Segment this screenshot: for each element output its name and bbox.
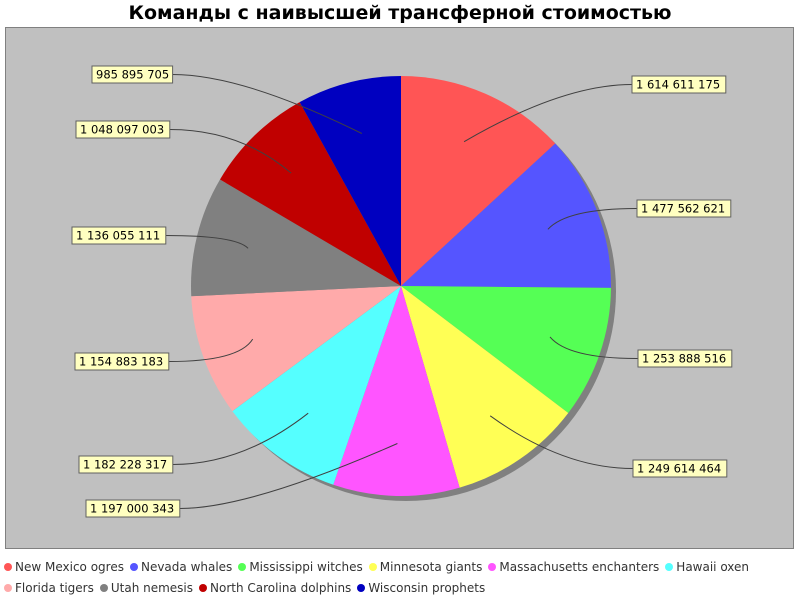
legend-entry: Minnesota giants: [368, 557, 483, 578]
legend-marker: [488, 563, 497, 571]
data-label-box: [632, 459, 728, 478]
label-line: [165, 235, 249, 249]
data-label-box: [75, 120, 171, 139]
legend-entry: Hawaii oxen: [665, 557, 749, 578]
pie-slice-massachusetts-enchanters: [333, 286, 460, 497]
plot-area: 1 614 611 175 1 477 562 621 1 253 888 516 1…: [5, 27, 794, 549]
legend-label: Massachusetts enchanters: [499, 560, 660, 574]
legend-label: Wisconsin prophets: [368, 581, 486, 595]
data-label: 1 477 562 621: [641, 202, 725, 216]
data-label: 1 154 883 183: [79, 355, 163, 369]
label-line: [172, 74, 363, 134]
legend-marker: [238, 563, 247, 571]
label-line: [172, 412, 309, 465]
data-label: 1 048 097 003: [80, 123, 164, 137]
data-label: 985 895 705: [96, 68, 169, 82]
legend-entry: Mississippi witches: [238, 557, 363, 578]
label-lines: [165, 74, 639, 509]
legend-marker: [99, 584, 108, 592]
legend-entry: Massachusetts enchanters: [488, 557, 659, 578]
legend-marker: [665, 563, 674, 571]
label-line: [168, 338, 254, 362]
legend-marker: [368, 563, 377, 571]
data-label-box: [78, 455, 174, 474]
legend-entry: Utah nemesis: [99, 578, 194, 599]
data-label-box: [636, 199, 732, 218]
label-line: [489, 415, 634, 469]
legend-label: Minnesota giants: [379, 560, 483, 574]
legend-marker: [357, 584, 366, 592]
data-label: 1 253 888 516: [642, 352, 726, 366]
legend-marker: [4, 563, 12, 571]
legend-label: New Mexico ogres: [15, 560, 124, 574]
pie-slice-wisconsin-prophets: [299, 76, 401, 286]
pie-slice-new-mexico-ogres: [401, 76, 556, 286]
legend-entry: Wisconsin prophets: [357, 578, 485, 599]
data-label-box: [85, 499, 181, 518]
data-label: 1 614 611 175: [636, 78, 720, 92]
legend-label: Hawaii oxen: [676, 560, 750, 574]
legend-label: North Carolina dolphins: [210, 581, 352, 595]
legend-entry: Nevada whales: [129, 557, 233, 578]
pie-slice-minnesota-giants: [401, 286, 569, 488]
pie-slice-mississippi-witches: [401, 286, 611, 413]
pie-slice-florida-tigers: [191, 286, 401, 412]
legend-label: Nevada whales: [140, 560, 233, 574]
data-label: 1 249 614 464: [637, 462, 721, 476]
legend: New Mexico ogres Nevada whales Mississippi…: [4, 557, 794, 599]
label-line: [169, 129, 292, 174]
legend-entry: Florida tigers: [4, 578, 94, 599]
pie-slice-north-carolina-dolphins: [220, 102, 401, 286]
label-line: [463, 84, 633, 143]
legend-marker: [199, 584, 208, 592]
data-label-box: [631, 75, 727, 94]
legend-label: Florida tigers: [15, 581, 94, 595]
pie-slice-utah-nemesis: [191, 179, 401, 297]
pie-slice-nevada-whales: [401, 143, 611, 288]
data-label-box: [91, 65, 174, 84]
data-label-box: [71, 226, 167, 245]
data-label: 1 197 000 343: [90, 502, 174, 516]
label-line: [547, 208, 638, 230]
legend-marker: [4, 584, 12, 592]
label-line: [549, 336, 639, 359]
pie-chart: 1 614 611 175 1 477 562 621 1 253 888 516 1…: [71, 65, 733, 518]
legend-entry: North Carolina dolphins: [199, 578, 351, 599]
legend-label: Mississippi witches: [249, 560, 363, 574]
data-label-box: [637, 349, 733, 368]
label-line: [179, 443, 398, 509]
data-label: 1 182 228 317: [83, 458, 167, 472]
legend-label: Utah nemesis: [110, 581, 194, 595]
legend-marker: [129, 563, 138, 571]
data-labels: 1 614 611 175 1 477 562 621 1 253 888 516 1…: [71, 65, 733, 518]
pie-slice-hawaii-oxen: [232, 286, 401, 485]
legend-entry: New Mexico ogres: [4, 557, 124, 578]
data-label-box: [74, 352, 170, 371]
chart-title: Команды с наивысшей трансферной стоимост…: [128, 2, 672, 24]
data-label: 1 136 055 111: [76, 229, 160, 243]
